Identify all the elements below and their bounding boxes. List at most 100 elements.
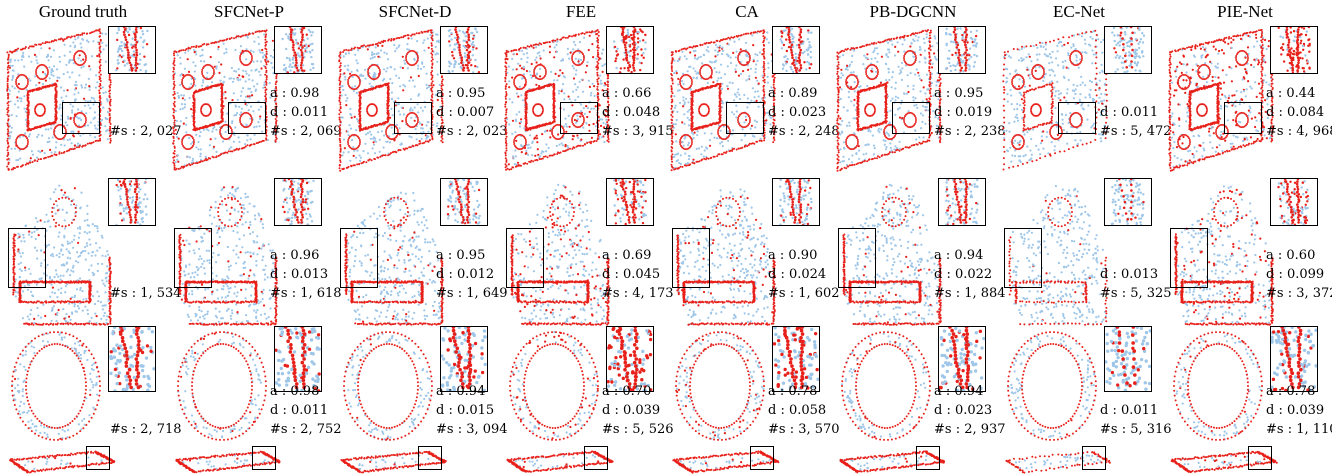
metric-s: #s : 1, 649	[436, 284, 508, 303]
zoom-region-box	[750, 446, 774, 470]
column-title: EC-Net	[996, 2, 1162, 22]
zoom-inset	[274, 26, 322, 74]
zoom-inset	[772, 178, 820, 226]
metric-a: a : 0.66	[602, 84, 674, 103]
zoom-region-box	[86, 446, 110, 470]
inset-points	[1277, 179, 1310, 225]
zoom-region-box	[252, 446, 276, 470]
zoom-region-box	[892, 102, 930, 134]
result-cell: a : 0.70 d : 0.039 #s : 5, 526	[498, 322, 674, 473]
metric-a: a : 0.95	[934, 84, 1006, 103]
zoom-region-box	[1248, 446, 1272, 470]
column-title: FEE	[498, 2, 664, 22]
point-cloud-render	[1170, 331, 1278, 474]
metrics: d : 0.011 #s : 5, 316	[1100, 382, 1172, 439]
metric-s: #s : 4, 173	[602, 284, 674, 303]
metric-s: #s : 3, 372	[1266, 284, 1332, 303]
column-title: SFCNet-D	[332, 2, 498, 22]
point-cloud-render	[676, 188, 776, 326]
metric-s: #s : 5, 316	[1100, 420, 1172, 439]
zoom-region-box	[1170, 228, 1208, 288]
metric-a	[1100, 246, 1172, 265]
metric-a: a : 0.70	[602, 382, 674, 401]
metric-d: d : 0.022	[934, 265, 1006, 284]
point-cloud-render	[178, 185, 278, 326]
result-cell: a : 0.60 d : 0.099 #s : 3, 372	[1162, 174, 1332, 326]
zoom-inset	[108, 326, 156, 392]
inset-points	[447, 27, 481, 73]
metrics: a : 0.95 d : 0.007 #s : 2, 023	[436, 84, 508, 141]
zoom-inset	[772, 26, 820, 74]
point-cloud-render	[1168, 29, 1274, 172]
zoom-inset	[1104, 326, 1152, 392]
metric-a: a : 0.94	[934, 382, 1006, 401]
zoom-region-box	[560, 102, 598, 134]
result-cell: a : 0.69 d : 0.045 #s : 4, 173	[498, 174, 674, 326]
point-cloud-render	[6, 28, 112, 171]
metric-s: #s : 2, 248	[768, 122, 840, 141]
result-cell: a : 0.95 d : 0.012 #s : 1, 649	[332, 174, 508, 326]
result-cell: #s : 1, 534	[0, 174, 182, 326]
zoom-inset	[772, 326, 820, 392]
zoom-region-box	[228, 102, 266, 134]
metric-a: a : 0.94	[934, 246, 1006, 265]
metric-d: d : 0.058	[768, 401, 840, 420]
zoom-inset	[1270, 26, 1318, 74]
result-cell: a : 0.78 d : 0.039 #s : 1, 110	[1162, 322, 1332, 474]
result-cell: a : 0.95 d : 0.007 #s : 2, 023	[332, 22, 508, 172]
inset-points	[939, 327, 985, 391]
point-cloud-render	[670, 29, 776, 172]
zoom-inset	[274, 178, 322, 226]
inset-points	[1271, 327, 1317, 391]
point-cloud-render	[1008, 184, 1108, 326]
metrics: a : 0.69 d : 0.045 #s : 4, 173	[602, 246, 674, 303]
point-cloud-render	[504, 29, 610, 171]
zoom-region-box	[506, 228, 544, 288]
inset-points	[773, 327, 819, 391]
metric-a: a : 0.89	[768, 84, 840, 103]
zoom-inset	[274, 326, 322, 392]
column-title: CA	[664, 2, 830, 22]
metrics: #s : 2, 718	[110, 382, 182, 439]
point-cloud-render	[842, 183, 942, 326]
zoom-inset	[440, 326, 488, 392]
inset-points	[944, 27, 979, 73]
zoom-inset	[1270, 326, 1318, 392]
inset-points	[607, 327, 653, 391]
metric-a: a : 0.96	[270, 246, 342, 265]
result-cell: #s : 2, 718	[0, 322, 182, 474]
metric-a: a : 0.44	[1266, 84, 1332, 103]
metric-s: #s : 5, 526	[602, 420, 674, 439]
metric-d: d : 0.084	[1266, 103, 1332, 122]
result-cell: a : 0.95 d : 0.019 #s : 2, 238	[830, 22, 1006, 172]
inset-points	[281, 179, 315, 225]
result-cell: a : 0.66 d : 0.048 #s : 3, 915	[498, 22, 674, 172]
zoom-inset	[606, 26, 654, 74]
zoom-region-box	[584, 446, 608, 470]
inset-points	[446, 179, 481, 225]
point-cloud-render	[510, 183, 610, 326]
column-title: PB-DGCNN	[830, 2, 996, 22]
metric-a: a : 0.95	[436, 84, 508, 103]
inset-points	[115, 179, 149, 225]
zoom-inset	[440, 26, 488, 74]
zoom-inset	[108, 178, 156, 226]
inset-points	[1277, 27, 1311, 73]
zoom-region-box	[1082, 446, 1106, 470]
column-header: Ground truth SFCNet-P SFCNet-D FEE CA PB…	[0, 0, 1332, 26]
zoom-region-box	[916, 446, 940, 470]
inset-points	[1111, 27, 1146, 73]
result-cell: d : 0.013 #s : 5, 325	[996, 174, 1172, 326]
metric-s: #s : 2, 023	[436, 122, 508, 141]
metric-d: d : 0.011	[1100, 103, 1172, 122]
metric-d: d : 0.019	[934, 103, 1006, 122]
result-cell: a : 0.98 d : 0.011 #s : 2, 752	[166, 322, 342, 474]
metric-d: d : 0.045	[602, 265, 674, 284]
point-cloud-render	[1002, 29, 1108, 171]
result-cell: a : 0.94 d : 0.015 #s : 3, 094	[332, 322, 508, 474]
metrics: a : 0.90 d : 0.024 #s : 1, 602	[768, 246, 840, 303]
metrics: a : 0.98 d : 0.011 #s : 2, 069	[270, 84, 342, 141]
column-title: Ground truth	[0, 2, 166, 22]
metrics: #s : 1, 534	[110, 246, 182, 303]
metrics: a : 0.78 d : 0.058 #s : 3, 570	[768, 382, 840, 439]
